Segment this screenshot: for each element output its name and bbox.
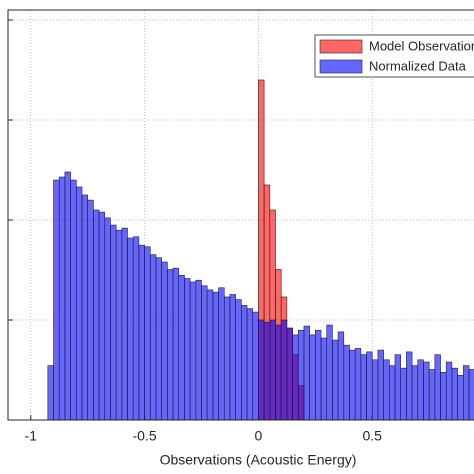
x-tick-label: 0.5 xyxy=(363,428,383,444)
histogram-bar xyxy=(58,176,66,421)
legend: Model Observations Normalized Data xyxy=(314,34,474,78)
histogram-bar xyxy=(371,359,379,421)
histogram-bar xyxy=(161,261,168,421)
legend-swatch xyxy=(319,59,363,74)
histogram-bar xyxy=(132,236,140,421)
histogram-bar xyxy=(127,237,134,421)
histogram-bar xyxy=(428,369,436,421)
histogram-bar xyxy=(389,365,396,421)
histogram-bar xyxy=(104,217,111,421)
histogram-bar xyxy=(235,299,242,421)
histogram-bar xyxy=(189,281,197,421)
histogram-bar xyxy=(451,367,458,421)
histogram-bar xyxy=(64,171,71,421)
histogram-bar xyxy=(223,296,231,421)
histogram-bar xyxy=(195,279,202,421)
histogram-bar xyxy=(70,179,77,421)
histogram-bar xyxy=(445,361,453,421)
histogram-bar xyxy=(241,305,248,421)
histogram-bar xyxy=(377,349,384,421)
histogram-bar xyxy=(184,278,191,421)
histogram-bar xyxy=(349,349,356,421)
legend-label: Normalized Data xyxy=(369,58,467,73)
histogram-bar xyxy=(286,327,293,421)
histogram-bar xyxy=(394,354,401,421)
histogram-bar xyxy=(406,351,413,421)
histogram-bar xyxy=(172,267,180,421)
histogram-bar xyxy=(309,334,316,421)
histogram-bar xyxy=(53,179,60,421)
histogram-bar xyxy=(218,287,225,421)
axes-box xyxy=(7,9,474,421)
histogram-bar xyxy=(93,209,100,421)
histogram-bar xyxy=(98,211,106,421)
histogram-bar xyxy=(87,199,94,421)
histogram-bar xyxy=(332,339,339,421)
histogram-bar xyxy=(366,351,373,421)
histogram-bar xyxy=(47,365,54,421)
histogram-bar xyxy=(434,354,441,421)
histogram-bar xyxy=(138,244,145,421)
histogram-bar xyxy=(75,186,83,421)
legend-swatch xyxy=(319,39,363,54)
histogram-bar xyxy=(206,289,214,421)
histogram-bar xyxy=(252,311,259,421)
histogram-bar xyxy=(110,224,117,421)
histogram-bar xyxy=(81,194,88,421)
x-axis-label: Observations (Acoustic Energy) xyxy=(160,452,357,468)
histogram-bar xyxy=(320,337,328,421)
histogram-bar xyxy=(292,334,299,421)
histogram-bar xyxy=(383,359,390,421)
histogram-bar xyxy=(417,359,424,421)
histogram-bar xyxy=(440,371,447,421)
histogram-bar xyxy=(167,269,174,421)
histogram-bar xyxy=(280,319,288,421)
histogram-bar xyxy=(115,229,123,421)
histogram-bar xyxy=(201,285,208,421)
histogram-bar xyxy=(354,348,362,421)
histogram-bar xyxy=(411,365,419,421)
histogram-bar xyxy=(468,369,474,421)
histogram-bar xyxy=(121,227,128,421)
histogram-bar xyxy=(178,274,185,421)
histogram-bar xyxy=(212,291,219,421)
histogram-bar xyxy=(326,324,333,421)
histogram-bar xyxy=(343,344,350,421)
histogram-bar xyxy=(246,308,254,421)
x-tick-label: 0 xyxy=(255,428,263,444)
histogram-bar xyxy=(400,367,407,421)
histogram-bar xyxy=(229,294,236,421)
x-tick-label: -0.5 xyxy=(133,428,157,444)
histogram-bar xyxy=(315,329,322,421)
x-tick-label: -1 xyxy=(25,428,38,444)
histogram-bar xyxy=(263,321,271,421)
histogram-bar xyxy=(269,319,276,421)
histogram-bar xyxy=(337,331,345,421)
histogram-bar xyxy=(303,325,310,421)
histogram-bar xyxy=(275,324,282,421)
histogram-bar xyxy=(360,354,367,421)
legend-label: Model Observations xyxy=(369,38,474,53)
histogram-bar xyxy=(457,374,464,421)
histogram-bar xyxy=(258,319,265,421)
histogram-bar xyxy=(149,254,157,421)
histogram-bar xyxy=(423,361,430,421)
histogram-bar xyxy=(155,257,162,421)
histogram-bar xyxy=(463,365,470,421)
histogram-bar xyxy=(297,329,305,421)
histogram-bar xyxy=(144,246,151,421)
